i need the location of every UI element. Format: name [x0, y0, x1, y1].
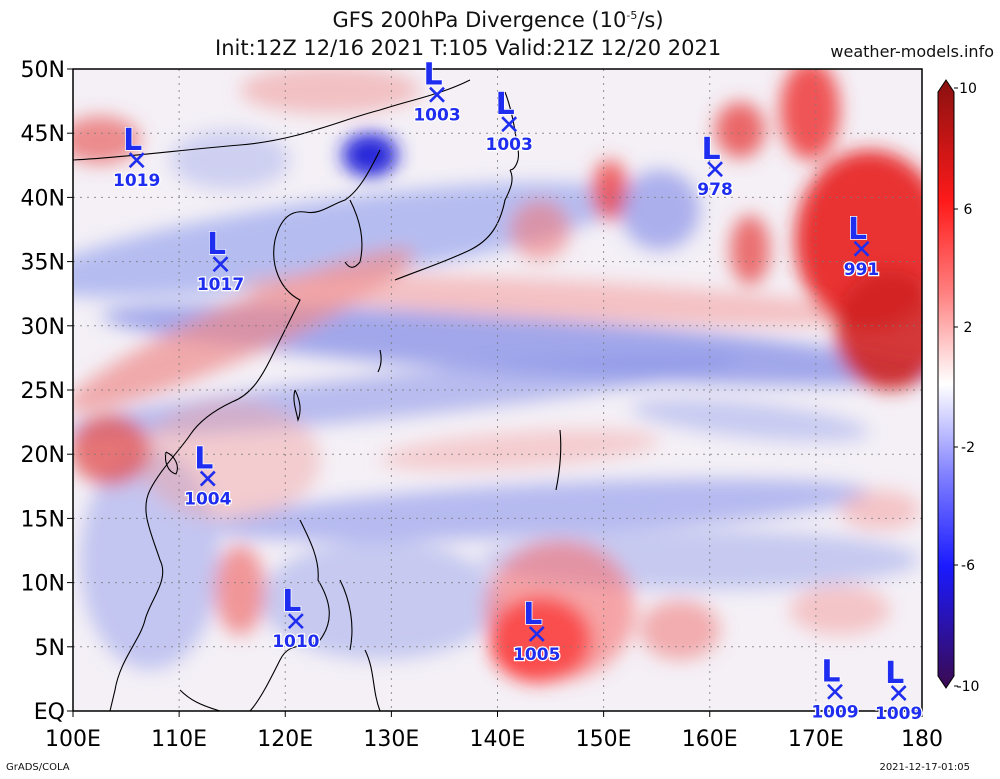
chart-subtitle: Init:12Z 12/16 2021 T:105 Valid:21Z 12/2… — [215, 36, 722, 60]
low-pressure-center: L 1019 — [112, 122, 162, 192]
low-pressure-center: L 1009 — [874, 655, 924, 725]
low-pressure-center: L 1003 — [484, 86, 534, 156]
low-letter: L — [523, 597, 542, 632]
low-center-x — [890, 685, 907, 701]
colorbar-labels: 10 6 2 -2 -6 -10 — [954, 81, 979, 695]
low-pressure-center: L 1003 — [412, 57, 462, 127]
low-pressure-center: L 991 — [843, 211, 881, 281]
low-center-x — [199, 470, 216, 487]
low-pressure-value: 1004 — [184, 490, 231, 510]
low-letter: L — [848, 212, 867, 247]
y-axis: EQ 5N 10N 15N 20N 25N 30N 35N 40N 45N 50N — [21, 58, 73, 725]
low-center-x — [827, 683, 843, 700]
y-tick-label: 25N — [21, 379, 65, 404]
low-center-x — [707, 161, 723, 178]
low-pressure-center: L 1017 — [196, 226, 246, 296]
x-tick-label: 170E — [788, 727, 844, 752]
title-unit: /s) — [637, 8, 664, 32]
divergence-field — [73, 69, 922, 682]
low-pressure-center: L 978 — [696, 131, 734, 201]
low-center-x — [501, 116, 518, 133]
colorbar-label: 10 — [959, 81, 977, 97]
low-pressure-center: L 1004 — [183, 441, 233, 511]
low-letter: L — [207, 227, 226, 262]
low-letter: L — [885, 656, 904, 691]
y-tick-label: 10N — [21, 572, 65, 597]
y-tick-label: 50N — [21, 58, 65, 83]
low-pressure-value: 1019 — [113, 171, 160, 191]
low-center-x — [528, 626, 545, 642]
x-tick-label: 130E — [363, 727, 419, 752]
footer-timestamp: 2021-12-17-01:05 — [879, 762, 970, 773]
low-letter: L — [496, 87, 515, 122]
low-center-x — [429, 86, 445, 103]
low-pressure-value: 1009 — [875, 704, 922, 724]
x-tick-label: 100E — [45, 727, 101, 752]
low-letter: L — [821, 655, 840, 690]
low-letter: L — [701, 132, 720, 167]
low-pressure-value: 978 — [697, 180, 733, 200]
low-letter: L — [123, 123, 142, 158]
colorbar-label: 2 — [964, 320, 973, 336]
low-pressure-center: L 1010 — [271, 583, 321, 653]
x-tick-label: 140E — [470, 727, 526, 752]
low-pressure-value: 1005 — [513, 645, 560, 665]
low-center-x — [212, 256, 229, 273]
colorbar-label: 6 — [964, 202, 973, 218]
low-center-x — [853, 240, 870, 257]
low-pressure-value: 1009 — [811, 703, 858, 723]
y-tick-label: 30N — [21, 315, 65, 340]
lat-lon-grid — [73, 69, 922, 711]
low-center-x — [287, 613, 304, 630]
y-tick-label: EQ — [34, 700, 65, 725]
low-pressure-center: L 1009 — [810, 654, 860, 724]
low-pressure-value: 1010 — [272, 632, 319, 652]
y-tick-label: 40N — [21, 186, 65, 211]
low-pressure-value: 1017 — [197, 275, 244, 295]
y-tick-label: 35N — [21, 251, 65, 276]
low-letter: L — [282, 584, 301, 619]
x-tick-label: 110E — [151, 727, 207, 752]
x-tick-label: 120E — [257, 727, 313, 752]
x-axis: 100E 110E 120E 130E 140E 150E 160E 170E 180 — [45, 711, 943, 752]
colorbar: 10 6 2 -2 -6 -10 — [937, 79, 979, 695]
y-tick-label: 5N — [35, 636, 65, 661]
low-pressure-value: 1003 — [413, 106, 460, 126]
colorbar-label: -6 — [961, 558, 975, 574]
x-tick-label: 160E — [682, 727, 738, 752]
x-tick-label: 180 — [901, 727, 943, 752]
y-tick-label: 20N — [21, 443, 65, 468]
chart-title: GFS 200hPa Divergence (10-5/s) — [0, 8, 998, 32]
low-pressure-value: 1003 — [486, 135, 533, 155]
y-tick-label: 45N — [21, 122, 65, 147]
low-center-x — [128, 152, 145, 169]
low-letter: L — [423, 58, 442, 93]
y-tick-label: 15N — [21, 507, 65, 532]
footer-credit: GrADS/COLA — [6, 762, 70, 773]
colorbar-label: -10 — [957, 679, 980, 695]
title-text: GFS 200hPa Divergence (10 — [332, 8, 627, 32]
low-pressure-markers: L 1019 L 1003 L 1003 L 978 L 1017 L 991 L 1004 L 1010 L 1… — [112, 57, 924, 725]
x-tick-label: 150E — [576, 727, 632, 752]
low-letter: L — [194, 442, 213, 477]
site-watermark: weather-models.info — [830, 42, 994, 61]
colorbar-label: -2 — [961, 440, 975, 456]
low-pressure-center: L 1005 — [512, 596, 562, 666]
title-exponent: -5 — [626, 9, 638, 22]
low-pressure-value: 991 — [844, 260, 880, 280]
